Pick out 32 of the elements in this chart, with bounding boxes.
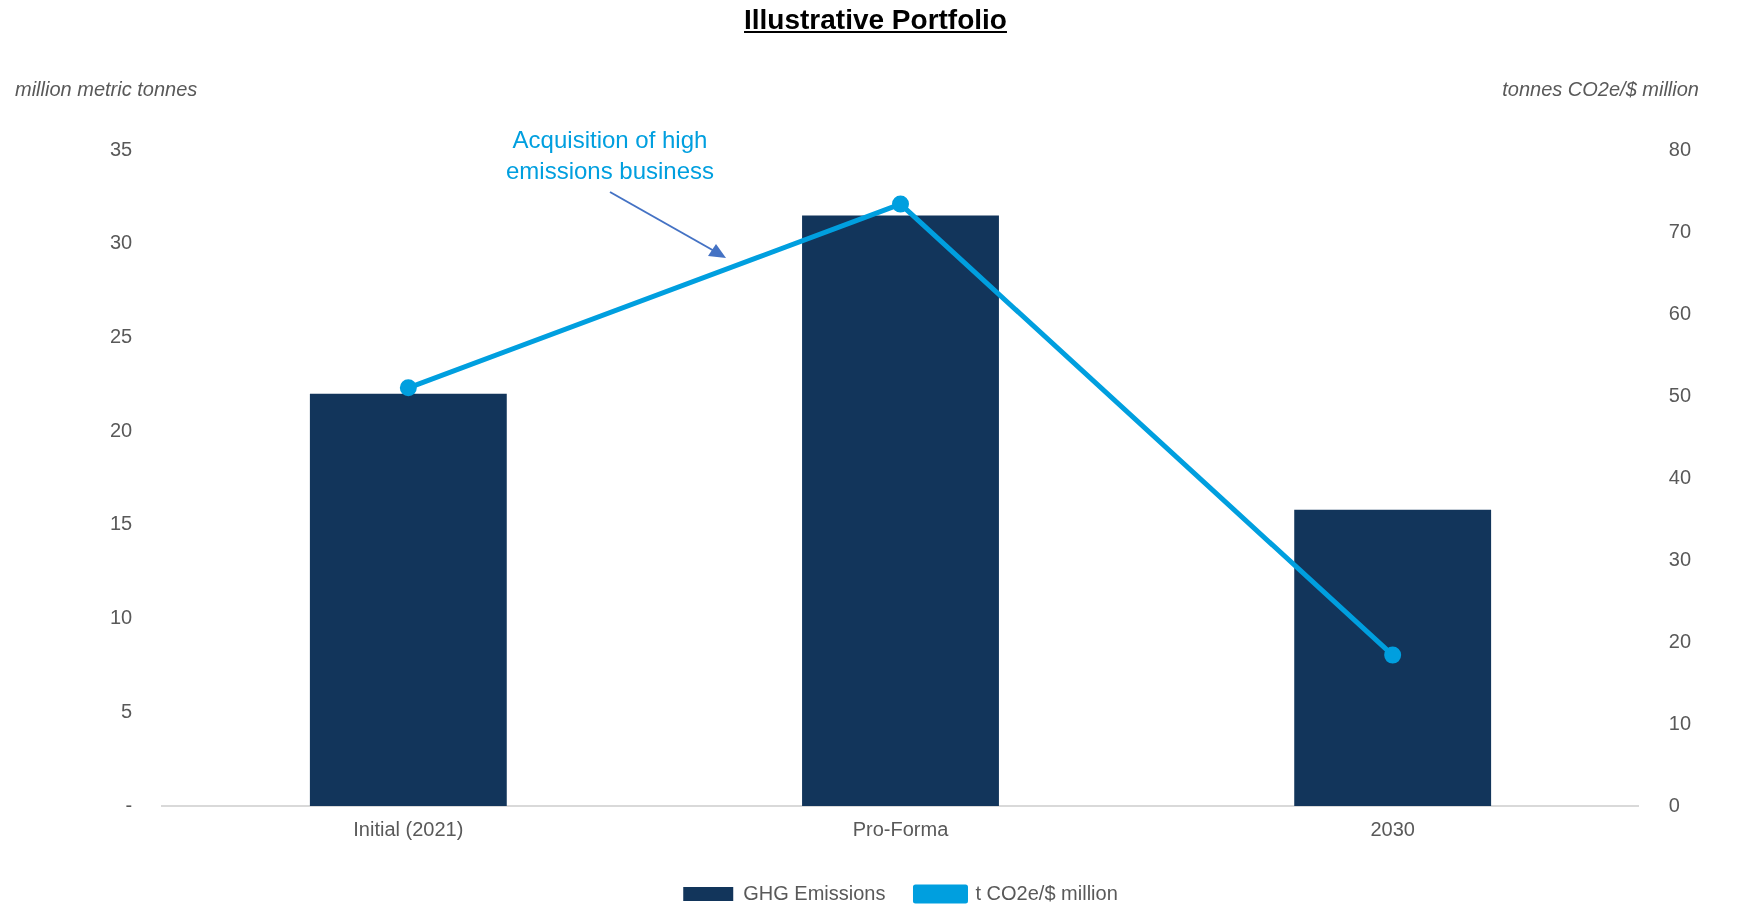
y2-tick-label: 0 — [1668, 793, 1680, 816]
y2-tick-label: 40 — [1668, 465, 1691, 488]
y-tick-label: 25 — [110, 324, 133, 347]
bar — [802, 215, 999, 806]
y-tick-label: 35 — [110, 137, 133, 160]
bar — [1294, 509, 1492, 806]
legend-label: GHG Emissions — [743, 881, 886, 904]
y-tick-label: 20 — [110, 418, 133, 441]
y2-tick-label: 50 — [1668, 383, 1691, 406]
annotation: Acquisition of high emissions business — [504, 125, 716, 186]
y-tick-label: 5 — [121, 699, 133, 722]
chart-title: Illustrative Portfolio — [743, 4, 1008, 36]
legend-label: t CO2e/$ million — [975, 881, 1118, 904]
bar — [309, 393, 507, 806]
y2-tick-label: 80 — [1668, 137, 1691, 160]
x-tick-label: Pro-Forma — [852, 817, 950, 840]
y2-axis-title: tonnes CO2e/$ million — [1502, 78, 1699, 101]
y-tick-label: 30 — [110, 231, 133, 254]
y2-tick-label: 20 — [1668, 629, 1691, 652]
point — [1384, 646, 1402, 664]
y-tick-label: - — [125, 793, 133, 816]
y2-tick-label: 70 — [1668, 219, 1691, 242]
point — [892, 195, 909, 213]
x-tick-label: 2030 — [1370, 817, 1415, 840]
y2-tick-label: 60 — [1668, 301, 1691, 324]
x-tick-label: Initial (2021) — [353, 817, 464, 840]
point — [399, 379, 417, 397]
y2-tick-label: 10 — [1668, 711, 1691, 734]
y2-tick-label: 30 — [1668, 547, 1691, 570]
y-tick-label: 10 — [110, 606, 133, 629]
y-tick-label: 15 — [110, 512, 133, 535]
y-axis-title: million metric tonnes — [15, 78, 198, 101]
